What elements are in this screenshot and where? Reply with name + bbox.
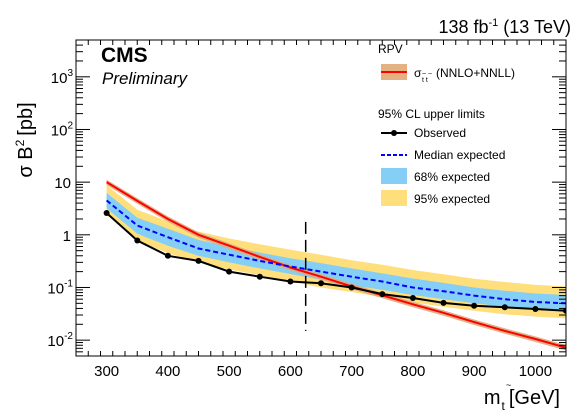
observed-point bbox=[501, 304, 508, 311]
x-axis-label-accent: ~ bbox=[506, 380, 511, 390]
observed-point bbox=[348, 284, 355, 291]
y-tick-label: 10 bbox=[54, 175, 71, 192]
y-axis-ticks: 10-2 10-1 1 10 102 103 bbox=[47, 39, 566, 357]
observed-point bbox=[379, 291, 386, 298]
x-tick-label: 500 bbox=[217, 363, 242, 380]
observed-point bbox=[440, 299, 447, 306]
legend-median-label: Median expected bbox=[414, 148, 505, 162]
observed-line bbox=[105, 212, 566, 312]
observed-point bbox=[134, 237, 141, 244]
lumi-label: 138 fb-1 (13 TeV) bbox=[438, 17, 571, 37]
observed-point bbox=[287, 278, 294, 285]
y-tick-label: 1 bbox=[63, 228, 71, 245]
status-label: Preliminary bbox=[102, 69, 189, 88]
legend-68-label: 68% expected bbox=[414, 170, 490, 184]
x-tick-label: 800 bbox=[400, 363, 425, 380]
x-tick-label: 400 bbox=[155, 363, 180, 380]
legend-observed-label: Observed bbox=[414, 126, 466, 140]
median-expected-curve bbox=[105, 199, 566, 305]
legend-limits-header: 95% CL upper limits bbox=[378, 107, 485, 121]
theory-line bbox=[106, 181, 566, 349]
observed-point bbox=[532, 306, 539, 312]
legend-95-label: 95% expected bbox=[414, 192, 490, 206]
x-tick-label: 600 bbox=[278, 363, 303, 380]
observed-point bbox=[563, 307, 566, 314]
x-axis-ticks: 300 400 500 600 700 800 900 1000 bbox=[75, 40, 567, 380]
observed-point bbox=[409, 295, 416, 301]
y-tick-label: 103 bbox=[51, 68, 74, 87]
experiment-label: CMS bbox=[101, 44, 148, 67]
y-axis-label: σ B2[pb] bbox=[13, 102, 37, 177]
legend-theory-label: (NNLO+NNLL) bbox=[436, 66, 515, 80]
y-tick-label: 102 bbox=[51, 120, 74, 139]
band-68-area bbox=[106, 192, 566, 311]
legend: RPV σ t t ~ ~ (NNLO+NNLL) 95% CL upper l… bbox=[378, 42, 515, 206]
band-68-expected bbox=[106, 192, 566, 311]
y-tick-label: 10-2 bbox=[47, 331, 73, 350]
legend-95-swatch bbox=[381, 190, 407, 206]
observed-point bbox=[103, 210, 110, 216]
x-axis-label: mt [GeV] bbox=[484, 387, 560, 413]
legend-header: RPV bbox=[378, 42, 403, 56]
x-tick-label: 700 bbox=[339, 363, 364, 380]
observed-point bbox=[256, 273, 263, 280]
x-tick-label: 300 bbox=[94, 363, 119, 380]
theory-curve bbox=[106, 179, 566, 351]
observed-point bbox=[164, 252, 171, 259]
theory-uncertainty-band bbox=[106, 179, 566, 351]
y-tick-label: 10-1 bbox=[47, 278, 73, 297]
legend-theory-symbol: σ bbox=[414, 66, 422, 80]
legend-observed-marker bbox=[391, 130, 397, 136]
observed-point bbox=[226, 268, 233, 275]
x-tick-label: 900 bbox=[462, 363, 487, 380]
observed-curve bbox=[103, 210, 566, 314]
observed-point bbox=[318, 280, 324, 287]
legend-68-swatch bbox=[381, 168, 407, 184]
median-expected-line bbox=[105, 199, 566, 305]
observed-point bbox=[471, 302, 478, 309]
legend-theory-sub: t t bbox=[422, 77, 428, 84]
x-tick-label: 1000 bbox=[519, 363, 552, 380]
observed-point bbox=[195, 257, 202, 264]
legend-theory-sub-accent: ~ ~ bbox=[422, 71, 432, 78]
